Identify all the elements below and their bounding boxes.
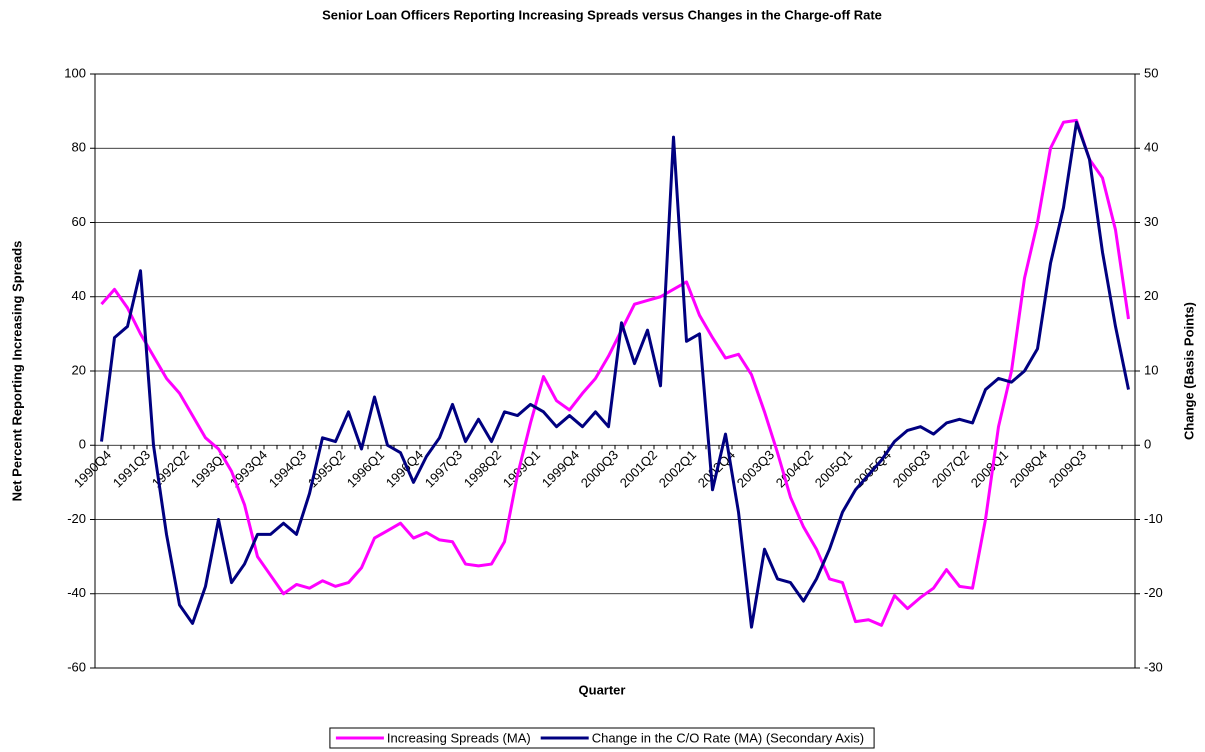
x-axis-title: Quarter <box>579 682 626 697</box>
x-tick-label: 2009Q3 <box>1046 447 1089 490</box>
y2-axis-title: Change (Basis Points) <box>1181 302 1196 440</box>
x-tick-label: 2003Q3 <box>734 447 777 490</box>
y2-tick-label: -30 <box>1144 659 1163 674</box>
x-tick-label: 1996Q1 <box>344 447 387 490</box>
y-tick-label: 100 <box>64 65 86 80</box>
x-tick-label: 1993Q1 <box>188 447 231 490</box>
x-tick-label: 2005Q1 <box>812 447 855 490</box>
x-tick-label: 2008Q4 <box>1007 447 1050 490</box>
y2-tick-label: 40 <box>1144 140 1158 155</box>
y-tick-label: 20 <box>72 362 86 377</box>
plot-frame <box>94 73 1136 669</box>
y2-tick-label: -10 <box>1144 511 1163 526</box>
y2-tick-label: 50 <box>1144 65 1158 80</box>
y-tick-label: -20 <box>67 511 86 526</box>
x-tick-label: 1993Q4 <box>227 447 270 490</box>
series-line <box>100 118 1130 627</box>
y-tick-label: 0 <box>79 437 86 452</box>
x-tick-label: 1990Q4 <box>71 447 114 490</box>
y-tick-label: -40 <box>67 585 86 600</box>
y-axis-title: Net Percent Reporting Increasing Spreads <box>9 241 24 502</box>
x-tick-label: 1994Q3 <box>266 447 309 490</box>
y-tick-label: 80 <box>72 140 86 155</box>
y-tick-label: 60 <box>72 214 86 229</box>
x-tick-label: 2001Q2 <box>617 447 660 490</box>
chart-title: Senior Loan Officers Reporting Increasin… <box>322 7 882 22</box>
y-tick-label: -60 <box>67 659 86 674</box>
x-tick-label: 1998Q2 <box>461 447 504 490</box>
x-tick-label: 2000Q3 <box>578 447 621 490</box>
legend-label: Increasing Spreads (MA) <box>387 730 531 745</box>
y2-tick-label: 30 <box>1144 214 1158 229</box>
y2-tick-label: -20 <box>1144 585 1163 600</box>
x-tick-label: 1999Q4 <box>539 447 582 490</box>
x-tick-label: 2002Q1 <box>656 447 699 490</box>
x-tick-label: 2006Q3 <box>890 447 933 490</box>
x-tick-label: 2007Q2 <box>929 447 972 490</box>
y2-tick-label: 20 <box>1144 288 1158 303</box>
y-tick-label: 40 <box>72 288 86 303</box>
series-line <box>100 120 1130 629</box>
y2-tick-label: 0 <box>1144 437 1151 452</box>
y2-tick-label: 10 <box>1144 362 1158 377</box>
legend <box>329 727 875 749</box>
legend-label: Change in the C/O Rate (MA) (Secondary A… <box>592 730 864 745</box>
x-tick-label: 1991Q3 <box>110 447 153 490</box>
